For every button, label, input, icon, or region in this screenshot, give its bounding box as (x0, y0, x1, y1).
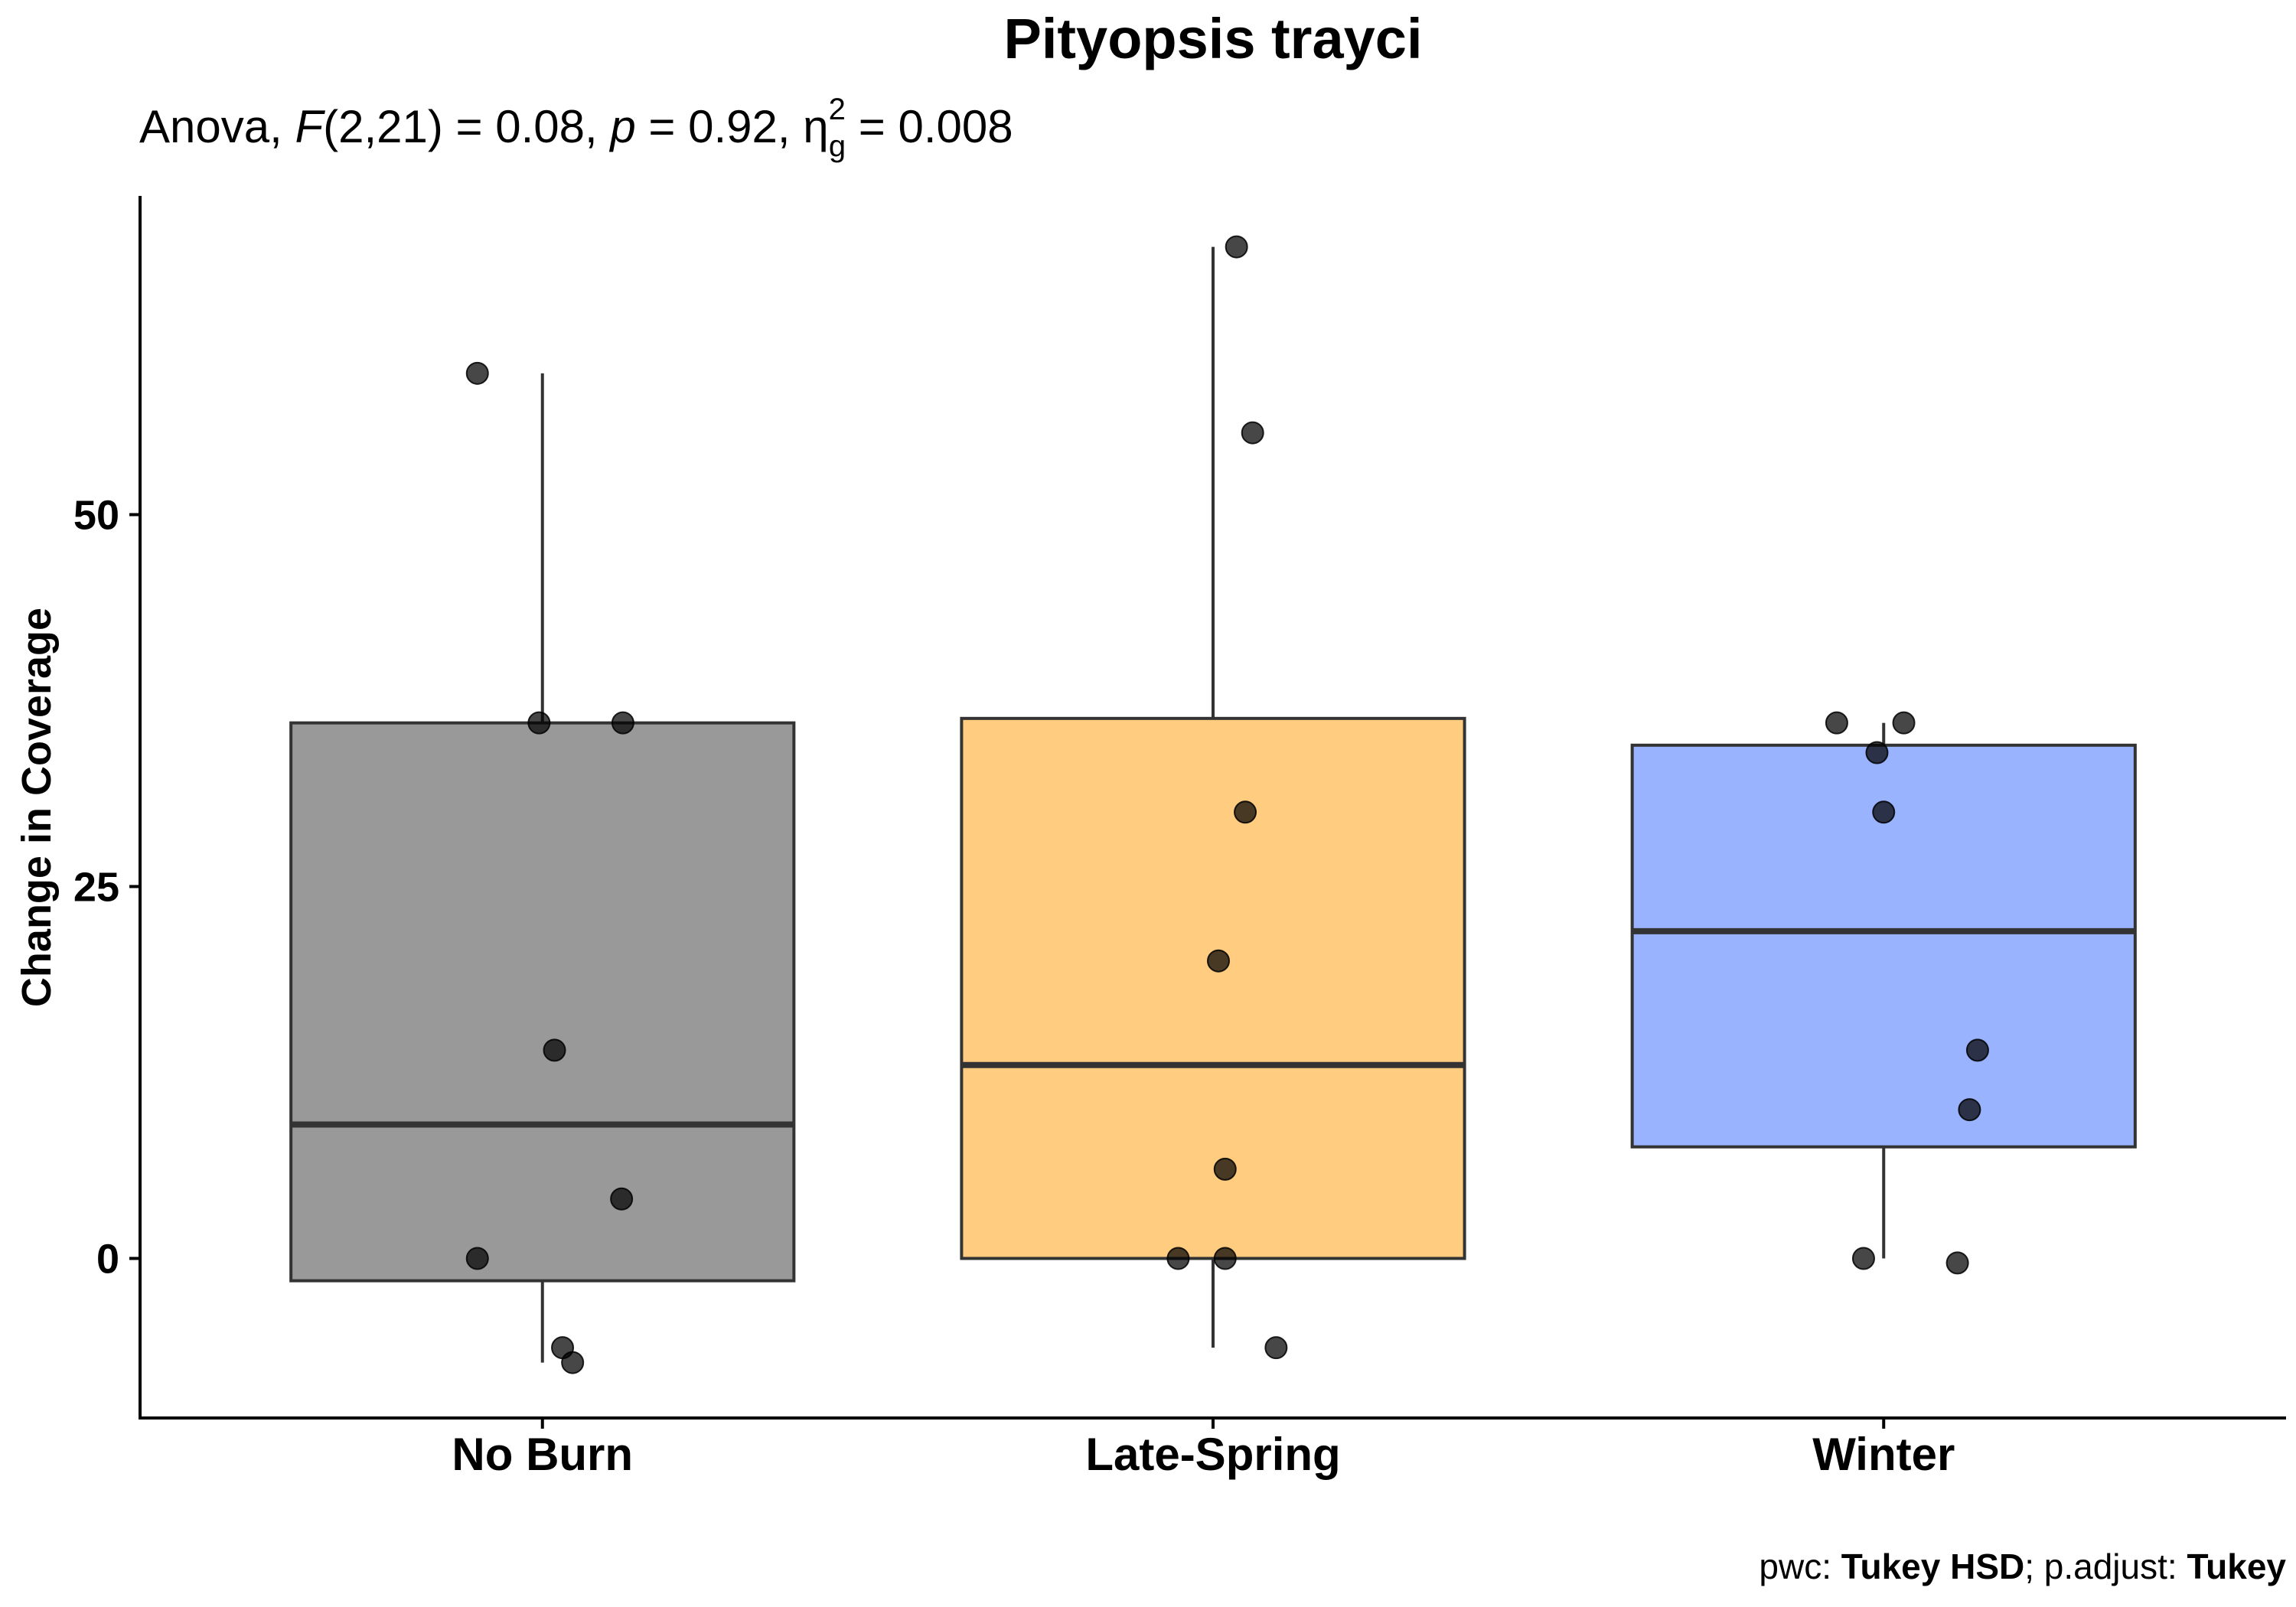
plot-area (289, 235, 2137, 1374)
data-point (465, 361, 489, 385)
y-axis-ticks: 0 25 50 (73, 493, 140, 1283)
data-point (1213, 1247, 1237, 1270)
x-axis-ticks: No Burn Late-Spring Winter (452, 1418, 1955, 1480)
data-point (611, 711, 634, 735)
data-point (465, 1247, 489, 1270)
data-point (1825, 711, 1848, 735)
box (289, 721, 796, 1283)
subtitle-p-value: = 0.92, (636, 101, 804, 152)
data-point (527, 711, 551, 735)
data-point (1234, 800, 1257, 824)
data-point (610, 1187, 634, 1211)
chart-caption: pwc: Tukey HSD; p.adjust: Tukey (1759, 1547, 2286, 1586)
subtitle-prefix: Anova, (139, 101, 295, 152)
data-point (1225, 235, 1248, 259)
data-point (543, 1038, 566, 1062)
data-point (1851, 1247, 1875, 1270)
data-point (1965, 1038, 1989, 1062)
data-point (1241, 421, 1264, 445)
data-point (1865, 741, 1889, 764)
y-tick-label: 25 (73, 865, 119, 911)
subtitle-eta: η (803, 101, 828, 152)
chart-subtitle: Anova, F(2,21) = 0.08, p = 0.92, η2 g = 0… (139, 93, 1013, 163)
subtitle-eta-sub: g (829, 129, 846, 163)
data-point (1264, 1336, 1288, 1360)
data-point (1207, 949, 1231, 973)
subtitle-f-symbol: F (295, 101, 325, 152)
subtitle-eta-sup: 2 (829, 93, 846, 126)
y-tick-label: 0 (96, 1237, 119, 1283)
caption-mid: ; p.adjust: (2024, 1547, 2187, 1586)
data-point (561, 1351, 585, 1374)
x-tick-label: No Burn (452, 1429, 633, 1480)
box (960, 716, 1466, 1260)
y-tick-label: 50 (73, 493, 119, 539)
x-tick-label: Winter (1812, 1429, 1955, 1480)
box-group (960, 246, 1466, 1348)
data-point (1958, 1098, 1981, 1122)
caption-method: Tukey HSD (1841, 1547, 2024, 1586)
subtitle-p-symbol: p (608, 101, 635, 152)
data-point (1872, 800, 1896, 824)
y-axis-label: Change in Coverage (14, 608, 60, 1007)
subtitle-f-args: (2,21) = 0.08, (323, 101, 610, 152)
data-point (1213, 1157, 1237, 1181)
data-point (1166, 1247, 1190, 1270)
caption-prefix: pwc: (1759, 1547, 1841, 1586)
caption-adjust: Tukey (2187, 1547, 2286, 1586)
chart-title: Pityopsis trayci (1003, 7, 1422, 70)
subtitle-eta-value: = 0.008 (846, 101, 1013, 152)
box-group (289, 373, 796, 1363)
data-point (1945, 1251, 1969, 1275)
data-point (1892, 711, 1916, 735)
x-tick-label: Late-Spring (1085, 1429, 1340, 1480)
